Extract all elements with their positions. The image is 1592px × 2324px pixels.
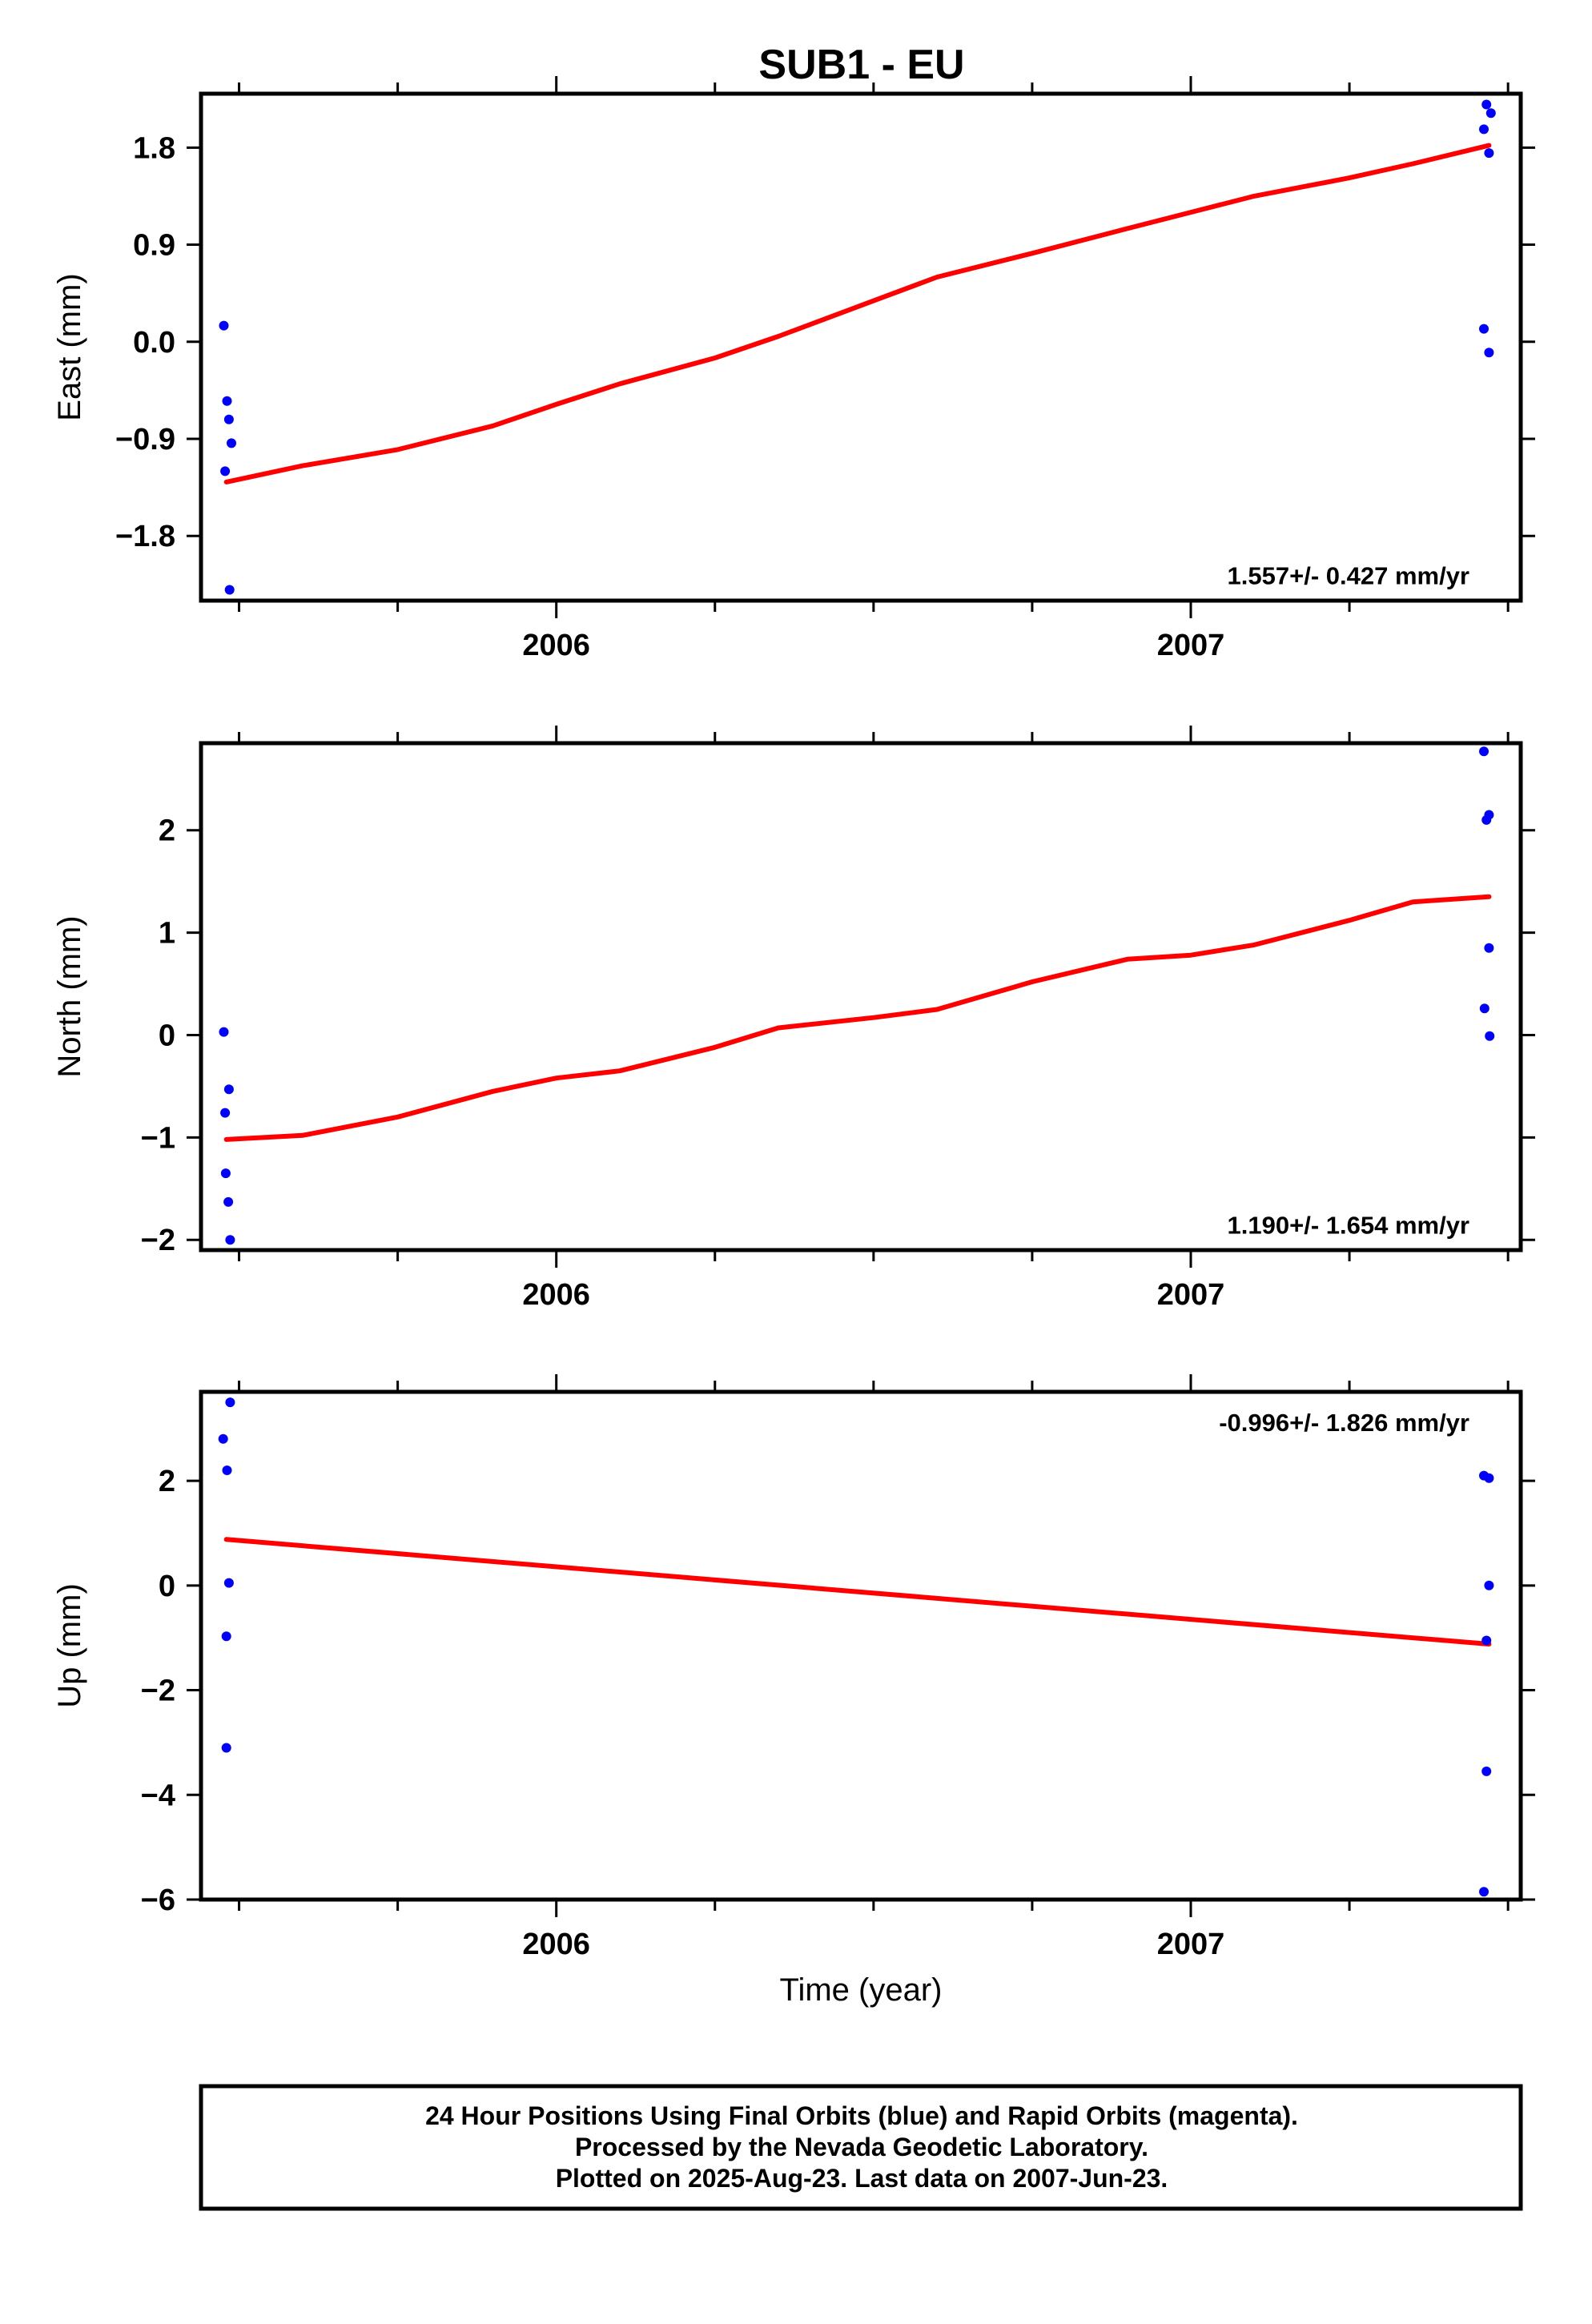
plot-frame [199,91,1523,603]
data-point [1481,99,1492,110]
data-point [221,1743,231,1753]
fit-line [223,143,1492,485]
data-point [1484,943,1494,953]
y-tick-label: 1 [159,917,175,951]
data-point [1479,324,1489,334]
data-point [1485,1031,1495,1041]
data-point [1484,1473,1494,1483]
data-point [1479,746,1489,757]
data-point [224,585,235,595]
data-point [1479,1887,1489,1897]
data-point [225,1235,235,1245]
y-axis-label: North (mm) [52,915,87,1077]
data-point [219,320,229,331]
data-point [1485,108,1496,119]
footer-box: 24 Hour Positions Using Final Orbits (bl… [199,2084,1523,2211]
rate-annotation: 1.190+/- 1.654 mm/yr [1228,1211,1469,1239]
panels-group: 1.8 0.9 0.0 −1.8 −0.9 2006 2007 East (mm) 1.557+… [52,76,1535,2008]
data-point [227,438,236,448]
y-tick-label: −2 [141,1675,175,1708]
fit-line [223,894,1492,1142]
y-tick-label: 0.9 [133,229,175,263]
x-tick-label: 2007 [1157,1278,1225,1312]
footer-frame [199,2084,1523,2211]
y-tick-label: −6 [141,1884,175,1917]
data-point [220,1108,231,1118]
footer-line-3: Plotted on 2025-Aug-23. Last data on 200… [556,2164,1168,2193]
y-tick-label: 2 [159,814,175,848]
data-point [223,1084,234,1095]
data-point [1479,1003,1489,1014]
footer-line-2: Processed by the Nevada Geodetic Laborat… [575,2133,1148,2161]
y-tick-label: −0.9 [115,423,175,456]
y-tick-label: −2 [141,1224,175,1257]
y-tick-label: −1.8 [115,520,175,553]
panel-2: 2 1 0 −1 −2 2006 2007 North (mm) 1.190+/- 1.654 … [52,726,1535,1312]
panel-3: 2 0 −2 −4 −6 2006 2007 Up (mm) Time (year) -0.996… [52,1374,1535,2008]
rate-annotation: -0.996+/- 1.826 mm/yr [1219,1409,1469,1437]
plot-frame [199,741,1523,1252]
x-axis-label: Time (year) [780,1972,943,2008]
data-point [220,466,231,476]
data-point [218,1433,228,1444]
y-tick-label: 0 [159,1019,175,1052]
data-point [225,1397,235,1408]
data-point [1481,1766,1492,1776]
y-axis-label: Up (mm) [52,1583,87,1708]
data-point [1479,124,1489,135]
footer-line-1: 24 Hour Positions Using Final Orbits (bl… [425,2101,1298,2130]
figure-title: SUB1 - EU [758,42,964,88]
data-point [222,396,232,406]
plot-frame [199,1389,1523,1902]
data-point [223,414,234,424]
x-tick-label: 2006 [522,1928,590,1961]
data-point [1481,1635,1492,1646]
y-tick-label: 1.8 [133,131,175,165]
rate-annotation: 1.557+/- 0.427 mm/yr [1228,561,1469,589]
y-tick-label: 2 [159,1465,175,1498]
data-point [223,1196,234,1207]
x-tick-label: 2007 [1157,629,1225,662]
data-point [1484,148,1494,159]
data-point [1484,348,1494,358]
y-tick-label: 0.0 [133,326,175,360]
x-tick-label: 2006 [522,1278,590,1312]
x-tick-label: 2006 [522,629,590,662]
y-tick-label: −1 [141,1121,175,1155]
panel-1: 1.8 0.9 0.0 −1.8 −0.9 2006 2007 East (mm) 1.557+… [52,76,1535,662]
data-point [220,1168,231,1179]
data-point [1481,814,1492,825]
y-axis-label: East (mm) [52,273,87,420]
x-tick-label: 2007 [1157,1928,1225,1961]
data-point [223,1578,234,1588]
data-point [222,1466,232,1475]
data-point [219,1027,229,1037]
y-tick-label: 0 [159,1570,175,1603]
data-point [1484,1580,1494,1590]
fit-line [223,1537,1492,1647]
data-point [221,1631,231,1642]
y-tick-label: −4 [141,1779,175,1812]
